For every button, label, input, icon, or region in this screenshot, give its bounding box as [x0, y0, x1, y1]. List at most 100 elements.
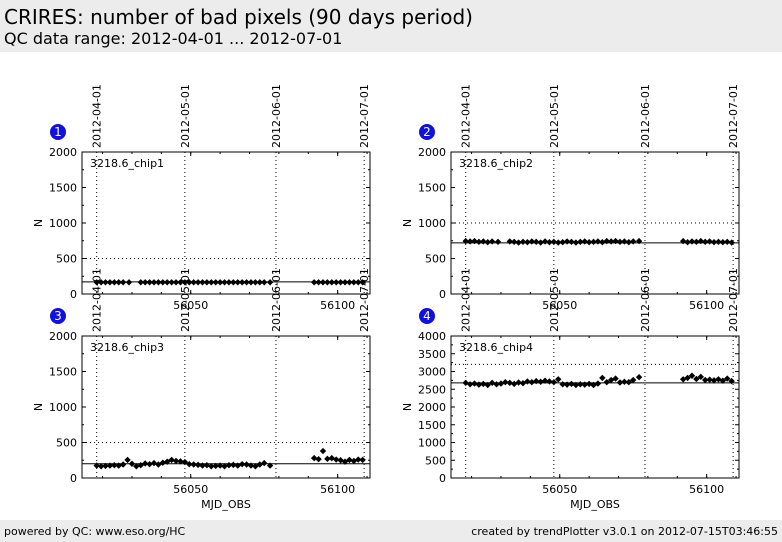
- data-point: [319, 447, 327, 455]
- data-point: [506, 379, 513, 387]
- chart-panel-4: 2012-04-01 2012-05-01 2012-06-01 2012-07-01…: [401, 268, 740, 511]
- data-point: [684, 374, 691, 382]
- data-point: [519, 238, 527, 246]
- data-point: [630, 238, 637, 245]
- y-tick-label: 500: [425, 253, 446, 266]
- data-point: [172, 279, 180, 286]
- data-point: [621, 378, 628, 385]
- x-tick-label: 56050: [542, 483, 577, 496]
- data-point: [688, 372, 696, 379]
- data-point: [159, 459, 167, 466]
- date-marker-label: 2012-07-01: [727, 84, 740, 148]
- data-point: [581, 238, 588, 245]
- date-marker-label: 2012-07-01: [358, 268, 371, 332]
- data-point: [124, 456, 131, 464]
- data-point: [728, 377, 735, 385]
- header-bar: CRIRES: number of bad pixels (90 days pe…: [0, 0, 782, 52]
- data-point: [590, 238, 597, 246]
- data-point: [537, 378, 544, 385]
- data-point: [679, 237, 687, 245]
- x-tick-label: 56100: [320, 299, 355, 312]
- data-point: [93, 462, 100, 469]
- date-marker-label: 2012-04-01: [91, 268, 104, 332]
- y-tick-label: 0: [70, 288, 77, 301]
- data-point: [537, 239, 544, 246]
- data-point: [693, 238, 700, 246]
- data-point: [581, 381, 588, 388]
- data-point: [137, 462, 144, 469]
- data-point: [515, 239, 522, 246]
- data-point: [221, 463, 228, 470]
- y-tick-label: 1500: [49, 366, 77, 379]
- data-point: [119, 461, 127, 468]
- y-tick-label: 2500: [418, 383, 446, 396]
- plot-frame: [450, 335, 740, 479]
- plot-frame: [81, 151, 371, 295]
- date-marker-label: 2012-06-01: [270, 268, 283, 332]
- data-point: [528, 238, 536, 245]
- data-point: [159, 279, 167, 286]
- panel-badge-number: 1: [54, 125, 62, 139]
- y-tick-label: 1000: [418, 437, 446, 450]
- date-marker-label: 2012-06-01: [639, 268, 652, 332]
- data-point: [225, 462, 233, 469]
- data-point: [679, 376, 687, 383]
- data-point: [111, 462, 118, 469]
- data-point: [133, 463, 140, 470]
- chart-panel-3: 2012-04-01 2012-05-01 2012-06-01 2012-07-01…: [32, 268, 371, 511]
- x-tick-label: 56100: [689, 483, 724, 496]
- data-point: [550, 238, 558, 246]
- panel-label: 3218.6_chip2: [459, 157, 533, 170]
- data-point: [612, 375, 619, 382]
- y-tick-label: 500: [425, 454, 446, 467]
- date-marker-label: 2012-05-01: [179, 268, 192, 332]
- data-point: [324, 455, 331, 463]
- data-point: [502, 378, 509, 386]
- y-tick-label: 1500: [49, 182, 77, 195]
- page-subtitle: QC data range: 2012-04-01 ... 2012-07-01: [4, 29, 343, 48]
- y-tick-label: 500: [56, 253, 77, 266]
- chart-panel-1: 2012-04-01 2012-05-01 2012-06-01 2012-07-01…: [32, 84, 371, 312]
- data-point: [141, 460, 149, 467]
- data-point: [572, 239, 580, 246]
- data-point: [230, 461, 237, 469]
- data-point: [684, 238, 691, 246]
- data-point: [541, 238, 549, 245]
- data-point: [594, 380, 602, 387]
- data-point: [515, 379, 522, 386]
- data-point: [710, 238, 718, 246]
- data-point: [603, 378, 610, 386]
- data-point: [559, 238, 566, 246]
- data-point: [216, 462, 224, 469]
- data-point: [102, 462, 109, 470]
- data-point: [172, 457, 180, 465]
- data-point: [190, 461, 197, 468]
- panel-badge-circle: [419, 124, 435, 140]
- date-marker-label: 2012-06-01: [270, 84, 283, 148]
- data-point: [533, 238, 540, 246]
- data-point: [541, 377, 549, 384]
- y-axis-label: N: [32, 219, 45, 227]
- data-point: [506, 238, 513, 245]
- data-point: [208, 463, 215, 470]
- data-point: [635, 237, 643, 245]
- y-tick-label: 1500: [418, 419, 446, 432]
- x-axis-label: MJD_OBS: [201, 498, 251, 511]
- data-point: [194, 461, 202, 469]
- data-point: [524, 378, 531, 385]
- y-tick-label: 1000: [49, 217, 77, 230]
- data-point: [603, 237, 610, 245]
- x-axis-label: MJD_OBS: [570, 498, 620, 511]
- data-point: [261, 459, 268, 467]
- data-point: [697, 237, 704, 245]
- data-point: [719, 377, 727, 384]
- chart-panel-2: 2012-04-01 2012-05-01 2012-06-01 2012-07-01…: [401, 84, 740, 312]
- data-point: [510, 238, 518, 246]
- data-point: [710, 377, 718, 384]
- data-point: [203, 462, 211, 469]
- data-point: [715, 238, 722, 246]
- date-marker-label: 2012-04-01: [460, 84, 473, 148]
- data-point: [724, 238, 731, 246]
- data-point: [585, 380, 593, 388]
- y-tick-label: 2000: [418, 401, 446, 414]
